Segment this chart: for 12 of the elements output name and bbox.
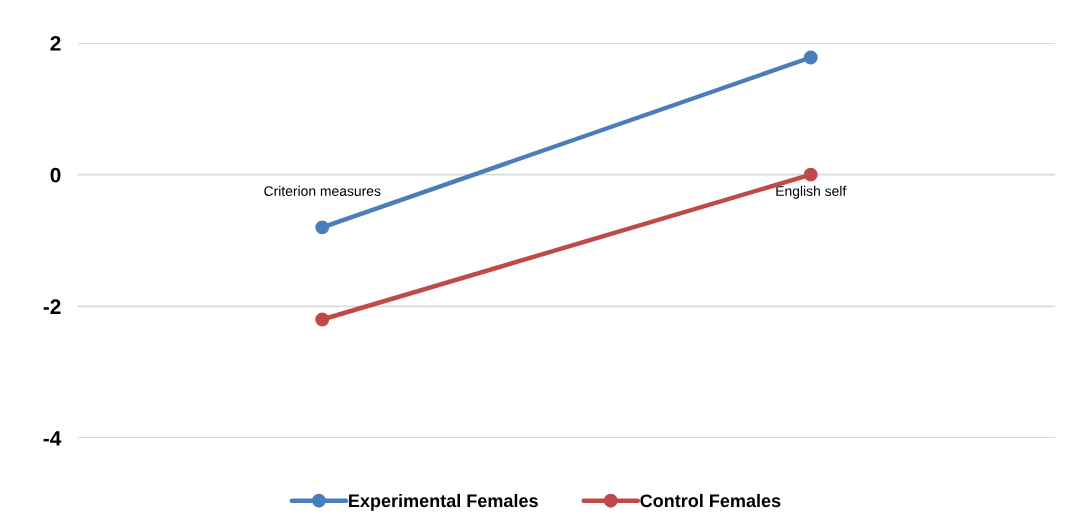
y-tick-label: 0 [50,167,61,183]
point [803,167,818,182]
y-tick-label: 2 [50,36,61,51]
point [315,312,330,327]
point [803,50,818,65]
point [315,220,330,235]
x-tick-label: English self [776,185,847,199]
y-tick-label: -2 [43,299,61,314]
y-tick-label: -4 [43,431,62,446]
legend-label: Experimental Females [349,493,538,511]
x-tick-label: Criterion measures [264,185,381,196]
legend-label: Control Females [640,493,781,508]
